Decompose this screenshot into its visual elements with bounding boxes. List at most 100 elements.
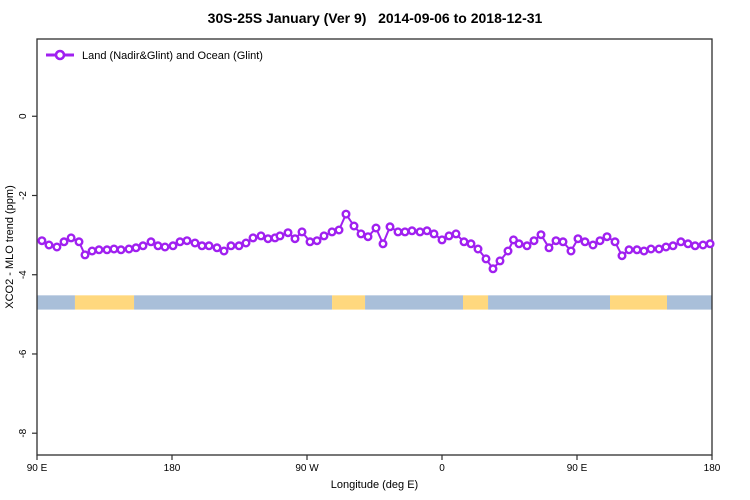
data-point-marker [204,241,214,251]
data-point-marker [566,246,576,256]
data-point-marker [44,240,54,250]
data-point-marker [514,239,524,249]
data-point-marker [327,227,337,237]
data-point-marker [153,241,163,251]
data-point-marker [146,237,156,247]
surface-band-ocean [134,295,333,310]
data-point-marker [705,239,715,249]
y-axis-title: XCO2 - MLO trend (ppm) [4,185,16,308]
data-point-marker [676,237,686,247]
data-point-marker [602,232,612,242]
data-point-marker [610,237,620,247]
data-point-marker [94,245,104,255]
data-point-marker [437,235,447,245]
y-tick-label: 0 [18,113,29,119]
data-point-marker [349,221,359,231]
legend-marker-icon [54,49,66,61]
data-point-marker [283,228,293,238]
surface-band-land [463,295,489,310]
data-point-marker [393,227,403,237]
data-point-marker [248,233,258,243]
y-tick-label: -4 [18,270,29,279]
data-point-marker [444,231,454,241]
data-point-marker [124,244,134,254]
surface-band-ocean [365,295,463,310]
data-point-marker [661,242,671,252]
y-tick-label: -8 [18,428,29,437]
surface-band-land [610,295,667,310]
data-point-marker [639,246,649,256]
data-point-marker [102,245,112,255]
data-point-marker [256,231,266,241]
data-point-marker [290,234,300,244]
data-point-marker [503,246,513,256]
data-point-marker [234,241,244,251]
data-point-marker [698,240,708,250]
data-point-marker [646,244,656,254]
data-point-marker [544,243,554,253]
data-point-marker [385,222,395,232]
x-tick-label: 90 E [567,463,588,474]
data-point-marker [37,236,47,246]
data-point-marker [74,237,84,247]
data-point-marker [80,250,90,260]
data-point-marker [175,237,185,247]
data-point-marker [407,226,417,236]
data-point-marker [334,225,344,235]
data-point-marker [473,244,483,254]
data-point-marker [109,244,119,254]
x-tick-label: 180 [704,463,721,474]
data-point-marker [495,256,505,266]
data-point-marker [654,244,664,254]
data-point-marker [617,251,627,261]
data-point-marker [241,238,251,248]
data-point-marker [219,246,229,256]
data-point-marker [131,243,141,253]
y-tick-label: -2 [18,191,29,200]
surface-band-land [74,295,135,310]
data-point-marker [226,241,236,251]
data-point-marker [168,241,178,251]
data-point-marker [116,245,126,255]
legend-label: Land (Nadir&Glint) and Ocean (Glint) [82,50,263,62]
chart-title: 30S-25S January (Ver 9) 2014-09-06 to 20… [208,10,543,26]
data-point-marker [212,243,222,253]
data-point-marker [400,227,410,237]
data-point-marker [422,226,432,236]
x-tick-label: 90 E [27,463,48,474]
data-point-marker [378,239,388,249]
data-point-marker [297,227,307,237]
data-point-marker [451,229,461,239]
data-point-marker [573,234,583,244]
data-point-marker [429,229,439,239]
surface-band-ocean [37,295,75,310]
x-tick-label: 90 W [295,463,319,474]
data-point-marker [459,237,469,247]
data-point-marker [263,234,273,244]
surface-band-land [332,295,366,310]
data-point-marker [536,230,546,240]
data-point-marker [466,239,476,249]
surface-band-ocean [488,295,610,310]
data-point-marker [488,264,498,274]
data-point-marker [580,237,590,247]
data-point-marker [690,241,700,251]
data-point-marker [138,241,148,251]
x-tick-label: 180 [164,463,181,474]
data-point-marker [588,240,598,250]
data-point-marker [52,242,62,252]
data-point-marker [529,236,539,246]
data-point-marker [59,237,69,247]
data-point-marker [305,237,315,247]
data-point-marker [522,241,532,251]
data-point-marker [87,246,97,256]
data-point-marker [371,223,381,233]
x-tick-label: 0 [439,463,445,474]
data-point-marker [341,209,351,219]
data-point-marker [312,236,322,246]
data-point-marker [319,231,329,241]
data-point-marker [197,241,207,251]
data-point-marker [481,254,491,264]
